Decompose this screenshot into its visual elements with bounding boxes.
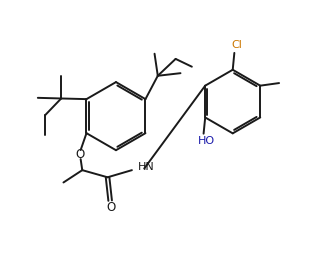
Text: Cl: Cl [231, 40, 242, 50]
Text: HO: HO [198, 136, 215, 146]
Text: HN: HN [138, 162, 155, 172]
Text: O: O [75, 148, 84, 161]
Text: O: O [107, 201, 116, 214]
